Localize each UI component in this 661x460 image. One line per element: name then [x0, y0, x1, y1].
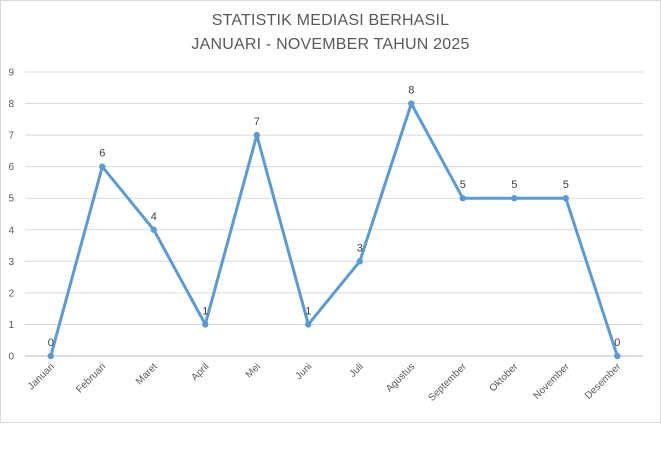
data-label: 5	[511, 179, 517, 191]
chart-title-line1: STATISTIK MEDIASI BERHASIL	[211, 12, 450, 29]
x-tick-label: Juni	[294, 361, 315, 382]
y-tick-label: 8	[8, 99, 14, 110]
x-tick-label: Februari	[74, 361, 108, 395]
x-tick-label: September	[427, 361, 470, 404]
data-label: 6	[99, 148, 105, 160]
x-tick-label: Juli	[347, 361, 365, 379]
data-label: 7	[254, 116, 260, 128]
data-point	[150, 226, 157, 233]
data-point	[356, 258, 363, 265]
x-tick-label: Agustus	[384, 361, 417, 394]
data-point	[202, 321, 209, 328]
y-tick-label: 0	[8, 352, 14, 363]
data-point	[99, 163, 106, 170]
y-tick-label: 5	[8, 194, 14, 205]
series-layer	[47, 100, 621, 360]
y-tick-label: 2	[8, 288, 14, 299]
data-label: 5	[563, 179, 569, 191]
y-tick-label: 9	[8, 68, 14, 79]
data-point	[562, 195, 569, 202]
x-tick-label: Desember	[583, 361, 624, 402]
data-label: 8	[408, 85, 414, 97]
y-tick-label: 7	[8, 131, 14, 142]
data-point	[408, 100, 415, 107]
data-label: 1	[202, 305, 208, 317]
x-tick-label: Oktober	[487, 361, 520, 394]
data-point	[253, 131, 260, 139]
gridlines	[25, 71, 643, 357]
x-tick-label: Januari	[26, 361, 57, 392]
series-line	[49, 102, 619, 358]
data-point	[459, 195, 466, 202]
chart-frame	[0, 0, 661, 423]
data-point	[614, 352, 621, 360]
y-tick-label: 6	[8, 162, 14, 173]
data-point	[511, 195, 518, 202]
x-tick-label: November	[531, 361, 572, 402]
data-point	[47, 352, 54, 360]
y-axis-labels: 0 1 2 3 4 5 6 7 8 9	[8, 68, 14, 363]
y-tick-label: 3	[8, 257, 14, 268]
data-label: 3	[357, 242, 363, 254]
x-axis-labels: Januari Februari Maret April Mei Juni Juli Agus…	[26, 361, 624, 404]
data-label: 5	[460, 179, 466, 191]
chart-title-line2: JANUARI - NOVEMBER TAHUN 2025	[191, 36, 470, 53]
data-label: 4	[151, 211, 157, 223]
x-tick-label: Maret	[134, 361, 160, 387]
data-point	[305, 321, 312, 328]
y-tick-label: 4	[8, 225, 14, 236]
x-tick-label: Mei	[244, 361, 263, 380]
data-label: 0	[48, 337, 54, 349]
x-tick-label: April	[189, 361, 211, 383]
data-label: 0	[614, 337, 620, 349]
y-tick-label: 1	[8, 320, 14, 331]
data-label: 1	[305, 305, 311, 317]
